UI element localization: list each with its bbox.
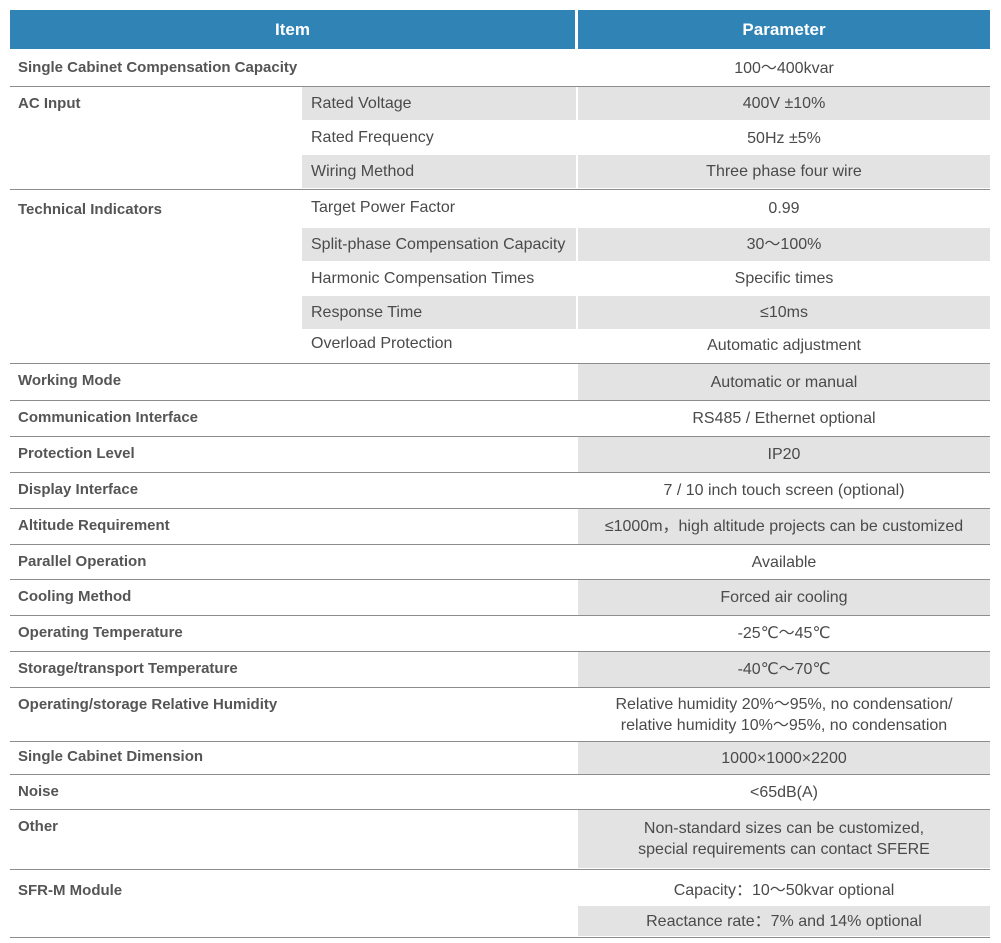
value-response-time: ≤10ms [578,296,990,329]
row-label-dimension: Single Cabinet Dimension [18,748,204,765]
value-protection-level: IP20 [578,437,990,472]
value-other-line-1: Non-standard sizes can be customized, [643,820,925,837]
sub-label-harmonic-times: Harmonic Compensation Times [311,269,535,287]
sub-label-target-power-factor: Target Power Factor [311,199,456,216]
row-label-other: Other [18,818,59,835]
sub-label-overload-protection: Overload Protection [311,335,453,352]
row-divider [10,741,990,742]
value-humidity: Relative humidity 20%～95%, no condensati… [578,688,990,741]
row-label-ac-input: AC Input [18,95,81,112]
value-dimension: 1000×1000×2200 [578,742,990,774]
row-divider [10,508,990,509]
parameter-column-header: Parameter [578,10,990,49]
row-divider [10,400,990,401]
value-capacity: 100～400kvar [734,60,834,77]
value-noise: <65dB(A) [749,783,819,801]
sub-label-response-time: Response Time [302,296,576,329]
row-label-capacity: Single Cabinet Compensation Capacity [18,59,298,76]
value-harmonic-times: Specific times [734,270,834,287]
sub-label-split-phase: Split-phase Compensation Capacity [302,228,576,261]
value-rated-voltage: 400V ±10% [578,87,990,120]
item-column-header: Item [10,10,575,49]
value-target-power-factor: 0.99 [768,199,800,217]
row-label-working-mode: Working Mode [18,372,122,389]
row-label-storage-temperature: Storage/transport Temperature [18,660,238,677]
value-humidity-line-1: Relative humidity 20%～95%, no condensati… [615,695,953,713]
row-label-technical-indicators: Technical Indicators [18,201,162,218]
value-overload-protection: Automatic adjustment [707,337,861,354]
row-divider [10,809,990,810]
row-divider [10,436,990,437]
value-cooling-method: Forced air cooling [578,580,990,615]
row-label-protection-level: Protection Level [18,445,135,462]
row-divider [10,472,990,473]
row-divider [10,189,990,190]
value-operating-temperature: -25℃～45℃ [737,625,831,642]
row-divider [10,86,990,87]
row-divider [10,869,990,870]
value-sfr-reactance: Reactance rate：7% and 14% optional [578,906,990,936]
row-label-communication: Communication Interface [18,409,199,426]
row-label-noise: Noise [18,783,59,800]
row-label-display-interface: Display Interface [18,481,139,498]
sub-label-wiring-method: Wiring Method [302,155,576,188]
row-divider [10,579,990,580]
value-sfr-capacity: Capacity：10～50kvar optional [673,881,895,899]
value-working-mode: Automatic or manual [578,364,990,400]
value-other: Non-standard sizes can be customized, sp… [578,810,990,868]
sub-label-rated-voltage: Rated Voltage [302,87,576,120]
value-display-interface: 7 / 10 inch touch screen (optional) [663,482,905,499]
row-divider [10,687,990,688]
value-altitude: ≤1000m，high altitude projects can be cus… [578,509,990,544]
value-parallel-operation: Available [751,553,817,571]
value-communication: RS485 / Ethernet optional [692,410,876,427]
row-divider [10,544,990,545]
value-rated-frequency: 50Hz ±5% [747,129,821,147]
value-wiring-method: Three phase four wire [578,155,990,188]
value-humidity-line-2: relative humidity 10%～95%, no condensati… [620,716,948,734]
row-label-humidity: Operating/storage Relative Humidity [18,696,278,713]
row-divider [10,363,990,364]
row-label-operating-temperature: Operating Temperature [18,624,183,641]
row-divider [10,615,990,616]
value-storage-temperature: -40℃～70℃ [578,652,990,687]
value-other-line-2: special requirements can contact SFERE [638,841,930,858]
sub-label-rated-frequency: Rated Frequency [311,129,434,146]
row-label-cooling-method: Cooling Method [18,588,132,605]
row-divider [10,774,990,775]
row-divider [10,651,990,652]
table-bottom-border [10,937,990,938]
row-label-parallel-operation: Parallel Operation [18,553,147,570]
value-split-phase: 30～100% [578,228,990,261]
row-label-sfr-m-module: SFR-M Module [18,882,123,899]
row-label-altitude: Altitude Requirement [18,517,170,534]
